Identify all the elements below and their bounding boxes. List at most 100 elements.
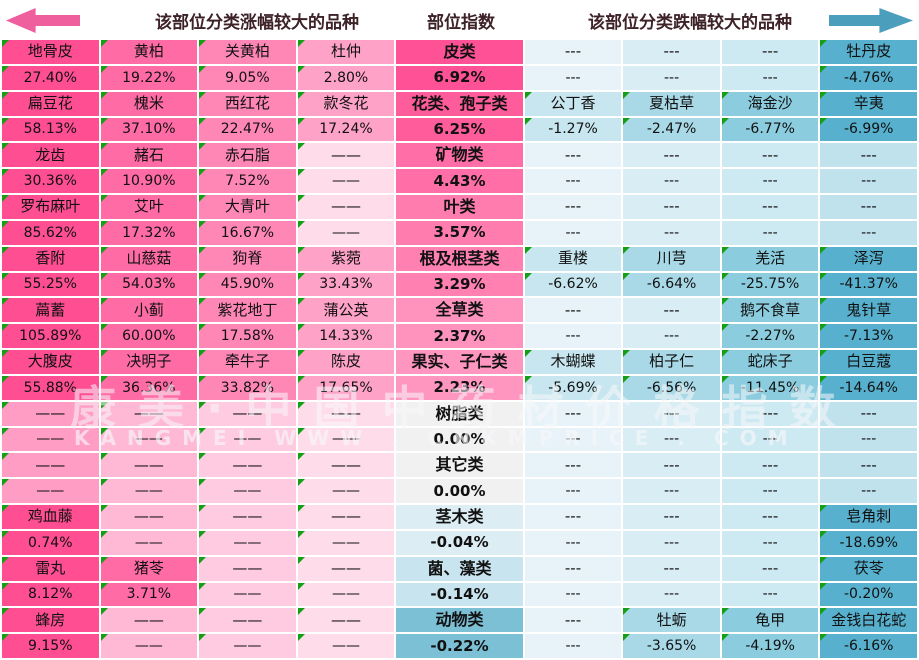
loser-cell: --- --- (524, 195, 622, 245)
text-marker-icon (297, 246, 305, 254)
herb-name: 紫菀 (297, 246, 395, 271)
text-marker-icon (297, 91, 305, 99)
herb-change: —— (100, 479, 198, 504)
text-marker-icon (297, 40, 305, 47)
herb-name: 小蓟 (100, 298, 198, 323)
gainer-cell: 赤石脂 7.52% (199, 143, 296, 194)
herb-name: 重楼 (524, 246, 622, 271)
herb-name: 陈皮 (297, 350, 395, 374)
loser-cell: --- --- (524, 143, 622, 194)
herb-name: 雷丸 (2, 556, 99, 581)
gainer-cell: 决明子 36.36% (100, 350, 198, 400)
text-marker-icon (820, 375, 828, 383)
text-marker-icon (820, 608, 828, 616)
text-marker-icon (100, 375, 108, 383)
gainer-cell: 蒲公英 14.33% (297, 298, 395, 349)
gainer-cell: —— —— (297, 453, 395, 504)
text-marker-icon (297, 427, 305, 435)
loser-cell: 龟甲 -4.19% (721, 608, 819, 659)
herb-name: 关黄柏 (199, 40, 296, 64)
loser-cell: 牡蛎 -3.65% (623, 608, 720, 659)
text-marker-icon (820, 246, 828, 254)
text-marker-icon (297, 453, 305, 461)
loser-cell: 柏子仁 -6.56% (623, 350, 720, 400)
text-marker-icon (100, 453, 108, 461)
gainer-cell: 槐米 37.10% (100, 91, 198, 142)
herb-change: —— (100, 634, 198, 659)
loser-cell: --- --- (623, 143, 720, 194)
category-name: 其它类 (396, 453, 523, 478)
herb-change: 37.10% (100, 117, 198, 142)
text-marker-icon (623, 117, 631, 125)
herb-name: --- (524, 195, 622, 219)
category-index-cell: 叶类 3.57% (396, 195, 523, 245)
text-marker-icon (721, 350, 729, 357)
herb-name: 蜂房 (2, 608, 99, 633)
herb-change: -6.64% (623, 272, 720, 297)
text-marker-icon (199, 582, 207, 590)
herb-name: 辛夷 (820, 91, 917, 116)
loser-cell: 夏枯草 -2.47% (623, 91, 720, 142)
herb-change: 3.71% (100, 582, 198, 607)
herb-name: 龟甲 (721, 608, 819, 633)
text-marker-icon (297, 169, 305, 177)
herb-change: --- (524, 324, 622, 349)
gainer-cell: 扁豆花 58.13% (2, 91, 99, 142)
text-marker-icon (100, 65, 108, 73)
gainers-arrow-icon (6, 8, 80, 33)
herb-name: --- (623, 143, 720, 168)
herb-name: 鸡血藤 (2, 505, 99, 529)
text-marker-icon (297, 634, 305, 642)
category-name: 根及根茎类 (396, 246, 523, 271)
loser-cell: 蛇床子 -11.45% (721, 350, 819, 400)
herb-name: --- (623, 556, 720, 581)
losers-title: 该部位分类跌幅较大的品种 (588, 12, 792, 33)
herb-name: —— (100, 608, 198, 633)
herb-name: --- (524, 143, 622, 168)
herb-name: 茯苓 (820, 556, 917, 581)
category-name: 果实、子仁类 (396, 350, 523, 374)
herb-name: —— (297, 195, 395, 219)
herb-name: --- (820, 195, 917, 219)
text-marker-icon (199, 453, 207, 461)
herb-change: 10.90% (100, 169, 198, 194)
text-marker-icon (2, 608, 9, 616)
herb-change: -7.13% (820, 324, 917, 349)
herb-name: 罗布麻叶 (2, 195, 99, 219)
herb-change: --- (524, 169, 622, 194)
category-index: -0.22% (396, 634, 523, 659)
herb-change: 30.36% (2, 169, 99, 194)
text-marker-icon (100, 530, 108, 538)
gainer-cell: —— —— (297, 143, 395, 194)
herb-name: —— (2, 401, 99, 426)
herb-name: 赭石 (100, 143, 198, 168)
text-marker-icon (100, 169, 108, 177)
text-marker-icon (297, 220, 305, 228)
text-marker-icon (297, 324, 305, 332)
gainer-cell: 紫花地丁 17.58% (199, 298, 296, 349)
herb-name: —— (297, 608, 395, 633)
text-marker-icon (297, 582, 305, 590)
herb-change: --- (623, 530, 720, 555)
herb-name: 赤石脂 (199, 143, 296, 168)
herb-change: 55.25% (2, 272, 99, 297)
loser-cell: 木蝴蝶 -5.69% (524, 350, 622, 400)
herb-change: 60.00% (100, 324, 198, 349)
herb-name: --- (623, 505, 720, 529)
herb-change: --- (623, 427, 720, 452)
text-marker-icon (721, 324, 729, 332)
text-marker-icon (623, 634, 631, 642)
loser-cell: --- --- (820, 401, 917, 452)
herb-name: 蒲公英 (297, 298, 395, 323)
text-marker-icon (100, 246, 108, 254)
text-marker-icon (199, 117, 207, 125)
loser-cell: --- --- (623, 453, 720, 504)
herb-name: --- (524, 453, 622, 478)
losers-arrow-icon (829, 8, 913, 33)
herb-name: —— (297, 143, 395, 168)
herb-name: —— (297, 401, 395, 426)
gainer-cell: —— —— (297, 195, 395, 245)
text-marker-icon (297, 401, 305, 409)
herb-change: —— (199, 479, 296, 504)
herb-name: 黄柏 (100, 40, 198, 64)
